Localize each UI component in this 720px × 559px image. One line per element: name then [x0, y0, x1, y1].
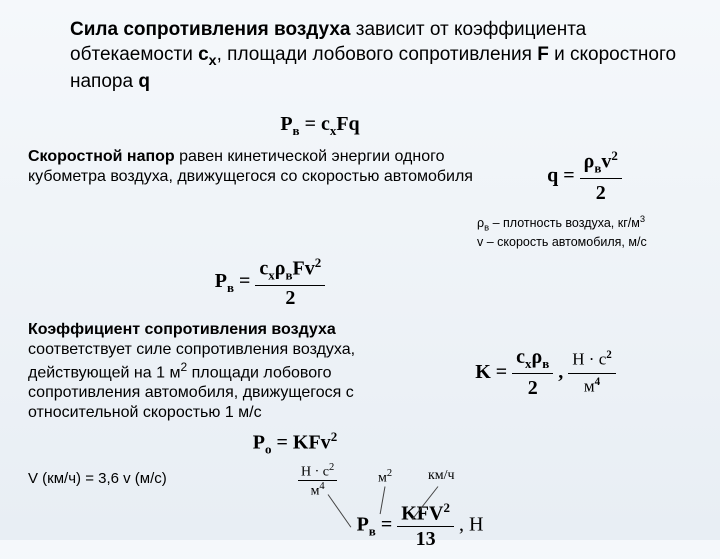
header-text: Сила сопротивления воздуха зависит от ко…	[28, 18, 692, 95]
legend-rho: ρв – плотность воздуха, кг/м3	[477, 213, 692, 234]
section-drag-coefficient: Коэффициент сопротивления воздуха соотве…	[28, 320, 438, 423]
formula-q: q = ρвv22	[477, 147, 692, 207]
section-velocity-pressure: Скоростной напор равен кинетической энер…	[28, 147, 477, 187]
formula-pv-full: Pв = cxρвFv22	[0, 255, 692, 310]
formula-pv-cxfq: Pв = cxFq	[0, 113, 692, 139]
velocity-conversion: V (км/ч) = 3,6 v (м/с)	[28, 470, 238, 487]
dimensional-terms: H · c2м4 м2 км/ч	[238, 466, 692, 496]
formula-k: K = cxρв2 , H · c2м4	[438, 344, 653, 403]
formula-po-kfv2: Pо = KFv2	[0, 429, 692, 458]
legend-v: v – скорость автомобиля, м/с	[477, 234, 692, 251]
